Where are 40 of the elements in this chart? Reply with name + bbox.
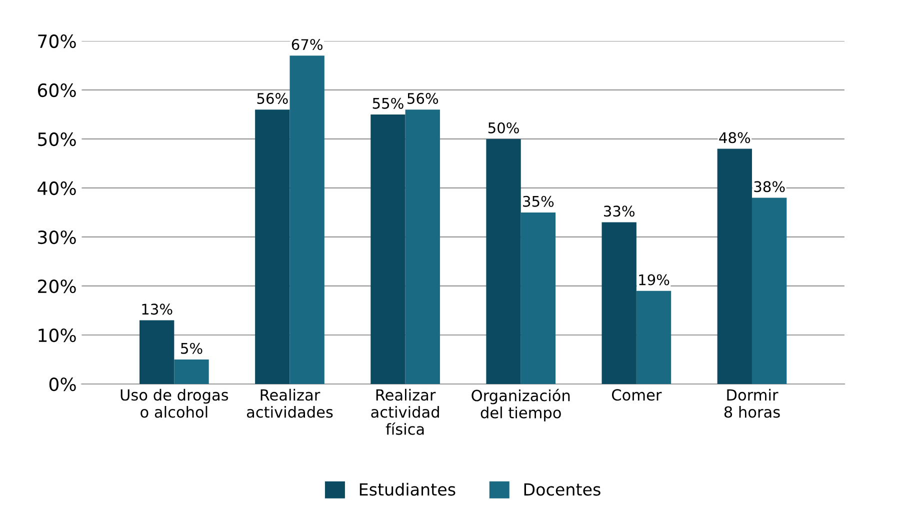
data-label: 48%: [719, 132, 750, 144]
data-label: 50%: [488, 122, 519, 134]
legend-label: Estudiantes: [360, 482, 456, 496]
bar: [370, 114, 406, 384]
data-label: 38%: [754, 181, 785, 192]
bar: [520, 212, 556, 384]
bar: [174, 359, 209, 384]
bar: [602, 222, 636, 384]
data-label: 19%: [639, 274, 670, 286]
y-tick-label: 0%: [49, 377, 76, 392]
data-label: 55%: [372, 98, 404, 109]
bar: [636, 290, 672, 384]
bar: [752, 198, 787, 384]
bar: [717, 148, 752, 384]
x-tick-label: Organización del tiempo: [472, 388, 570, 422]
y-tick-label: 40%: [38, 181, 76, 196]
bar: [140, 320, 174, 384]
y-tick-label: 10%: [38, 328, 76, 342]
data-label: 5%: [181, 342, 202, 354]
data-label: 56%: [257, 92, 288, 104]
y-tick-label: 70%: [38, 34, 76, 48]
data-label: 35%: [523, 196, 554, 207]
y-tick-label: 30%: [38, 230, 76, 244]
x-tick-label: Realizar actividades: [246, 388, 333, 418]
y-tick-label: 20%: [38, 279, 76, 294]
bar: [290, 56, 324, 384]
bar: [486, 138, 521, 384]
x-tick-label: Comer: [612, 389, 662, 401]
x-tick-label: Uso de drogas o alcohol: [120, 388, 228, 418]
data-label: 33%: [604, 206, 634, 217]
bar: [255, 110, 290, 384]
legend-label: Docentes: [524, 483, 600, 496]
data-label: 67%: [292, 39, 322, 50]
x-tick-label: Realizar actividad física: [371, 388, 439, 435]
x-tick-label: Dormir 8 horas: [724, 388, 780, 418]
y-tick-label: 50%: [38, 132, 76, 146]
bar: [405, 110, 440, 384]
y-tick-label: 60%: [38, 83, 76, 98]
data-label: 13%: [142, 304, 172, 315]
data-label: 56%: [408, 92, 438, 104]
